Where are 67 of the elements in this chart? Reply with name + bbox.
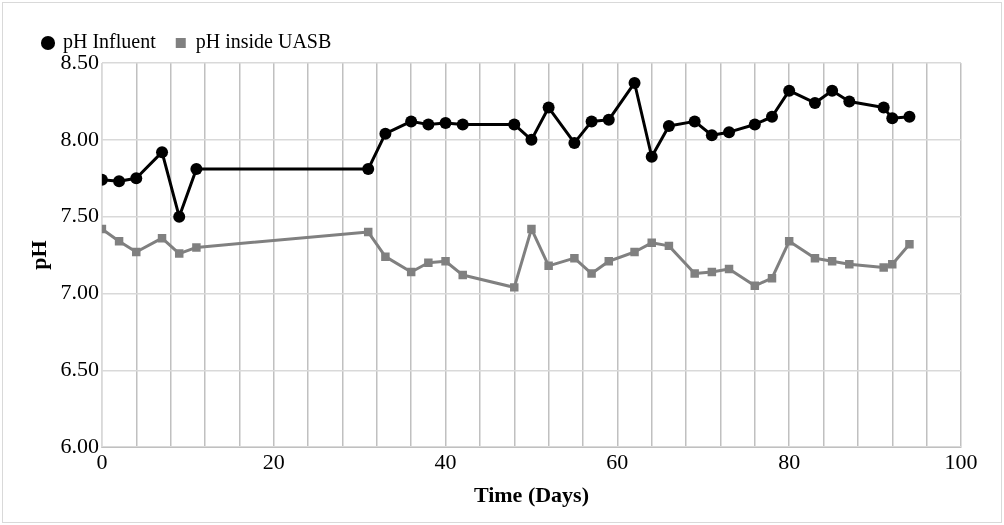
point bbox=[843, 95, 856, 108]
point bbox=[510, 283, 519, 292]
y-tick-label: 7.00 bbox=[60, 279, 99, 305]
point bbox=[381, 252, 390, 261]
x-axis-title: Time (Days) bbox=[473, 482, 589, 508]
point bbox=[544, 261, 553, 271]
point bbox=[630, 247, 639, 257]
point bbox=[688, 115, 701, 128]
point bbox=[362, 163, 375, 176]
x-tick-label: 20 bbox=[262, 449, 285, 475]
point bbox=[113, 175, 126, 188]
point bbox=[190, 163, 203, 176]
point bbox=[705, 129, 718, 142]
point bbox=[886, 112, 899, 125]
y-tick-label: 7.50 bbox=[60, 202, 99, 228]
point bbox=[173, 210, 186, 223]
x-tick-label: 40 bbox=[434, 449, 457, 475]
point bbox=[174, 249, 184, 258]
point bbox=[628, 76, 641, 89]
point bbox=[439, 116, 452, 129]
point bbox=[879, 263, 888, 272]
point bbox=[723, 126, 736, 139]
y-tick-label: 6.00 bbox=[60, 432, 99, 458]
y-tick-label: 6.50 bbox=[60, 356, 99, 382]
point bbox=[888, 260, 897, 269]
point bbox=[587, 269, 596, 278]
legend-label: pH Influent bbox=[63, 30, 157, 54]
point bbox=[458, 270, 467, 280]
point bbox=[602, 113, 615, 126]
point bbox=[508, 118, 521, 131]
point bbox=[422, 118, 435, 131]
point bbox=[405, 115, 418, 128]
point bbox=[662, 120, 675, 133]
point bbox=[456, 118, 469, 131]
point bbox=[441, 257, 450, 266]
point bbox=[570, 253, 579, 263]
point bbox=[808, 96, 821, 109]
point bbox=[845, 260, 854, 269]
point bbox=[156, 146, 169, 159]
point bbox=[527, 224, 536, 234]
point bbox=[784, 237, 794, 246]
point bbox=[748, 118, 761, 131]
point bbox=[379, 127, 392, 140]
point bbox=[766, 110, 778, 123]
point bbox=[192, 243, 201, 252]
x-tick-label: 80 bbox=[778, 449, 801, 475]
point bbox=[826, 84, 839, 97]
point bbox=[783, 84, 796, 97]
point bbox=[424, 258, 433, 268]
point bbox=[525, 133, 538, 146]
y-tick-label: 8.00 bbox=[60, 125, 99, 151]
point bbox=[905, 240, 914, 249]
x-tick-label: 100 bbox=[944, 449, 978, 475]
point bbox=[130, 172, 143, 185]
point bbox=[690, 269, 699, 278]
point bbox=[877, 101, 890, 114]
point bbox=[645, 150, 658, 163]
point bbox=[568, 136, 581, 149]
point bbox=[585, 115, 598, 128]
y-axis-title: pH bbox=[25, 240, 51, 270]
point bbox=[132, 247, 141, 257]
legend-label: pH inside UASB bbox=[195, 30, 332, 54]
point bbox=[903, 110, 916, 123]
point bbox=[647, 238, 656, 248]
point bbox=[114, 237, 124, 246]
x-tick-label: 60 bbox=[606, 449, 629, 475]
point bbox=[542, 101, 555, 114]
